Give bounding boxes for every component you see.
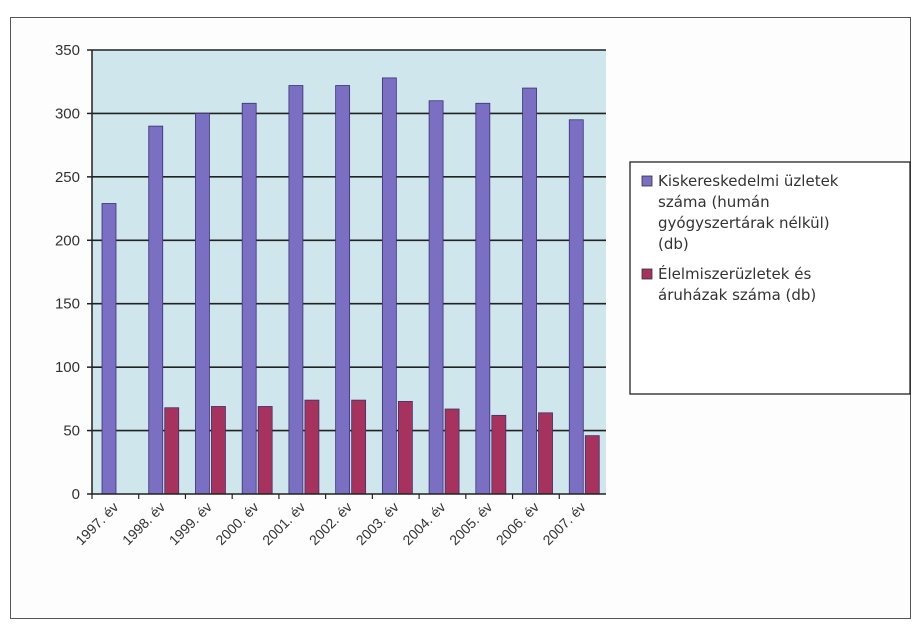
x-tick-label: 2003. év [353,499,402,548]
legend-label-kiskereskedelmi: (db) [658,235,689,253]
bar-elelmiszer-6 [351,399,367,495]
y-tick-label: 100 [55,359,80,376]
y-tick-label: 250 [55,169,80,186]
bar-kiskereskedelmi-10 [522,87,537,495]
y-tick-label: 350 [55,42,80,59]
y-tick-label: 300 [55,105,80,122]
x-tick-label: 2006. év [493,499,542,548]
legend-label-kiskereskedelmi: Kiskereskedelmi üzletek [658,172,839,190]
y-tick-label: 50 [63,423,80,440]
bar-kiskereskedelmi-11 [568,119,584,495]
legend-label-kiskereskedelmi: száma (humán [658,193,770,211]
bar-kiskereskedelmi-2 [148,125,164,495]
bar-elelmiszer-11 [584,435,600,495]
bar-kiskereskedelmi-4 [241,102,257,495]
y-tick-label: 0 [72,486,80,503]
bar-kiskereskedelmi-6 [335,85,351,495]
bar-kiskereskedelmi-3 [195,113,210,495]
y-tick-label: 150 [55,296,80,313]
bar-elelmiszer-7 [397,400,413,495]
x-tick-label: 1997. év [72,499,121,548]
bar-kiskereskedelmi-1 [101,203,117,495]
legend-box [629,161,911,395]
legend-swatch-elelmiszer [641,268,653,280]
bar-elelmiszer-8 [444,408,460,495]
bar-elelmiszer-4 [257,406,273,495]
x-tick-label: 2005. év [446,499,495,548]
bar-kiskereskedelmi-7 [381,77,397,495]
legend-label-elelmiszer: Élelmiszerüzletek és [658,264,811,283]
bar-elelmiszer-5 [304,399,320,495]
legend-label-kiskereskedelmi: gyógyszertárak nélkül) [658,214,830,232]
legend-label-elelmiszer: áruházak száma (db) [658,286,816,304]
bar-elelmiszer-3 [211,406,226,495]
bar-elelmiszer-10 [538,412,553,495]
x-tick-label: 1999. év [166,499,215,548]
legend-swatch-kiskereskedelmi [641,175,653,187]
x-tick-label: 2002. év [306,499,355,548]
bar-kiskereskedelmi-5 [288,85,304,495]
x-tick-label: 2001. év [259,499,308,548]
bar-elelmiszer-9 [491,414,507,495]
bar-kiskereskedelmi-9 [475,102,491,495]
x-tick-label: 2007. év [539,499,588,548]
bar-elelmiszer-2 [164,407,180,495]
y-tick-label: 200 [55,232,80,249]
bar-kiskereskedelmi-8 [428,100,444,495]
x-tick-label: 2004. év [399,499,448,548]
x-tick-label: 1998. év [119,499,168,548]
x-tick-label: 2000. év [212,499,261,548]
